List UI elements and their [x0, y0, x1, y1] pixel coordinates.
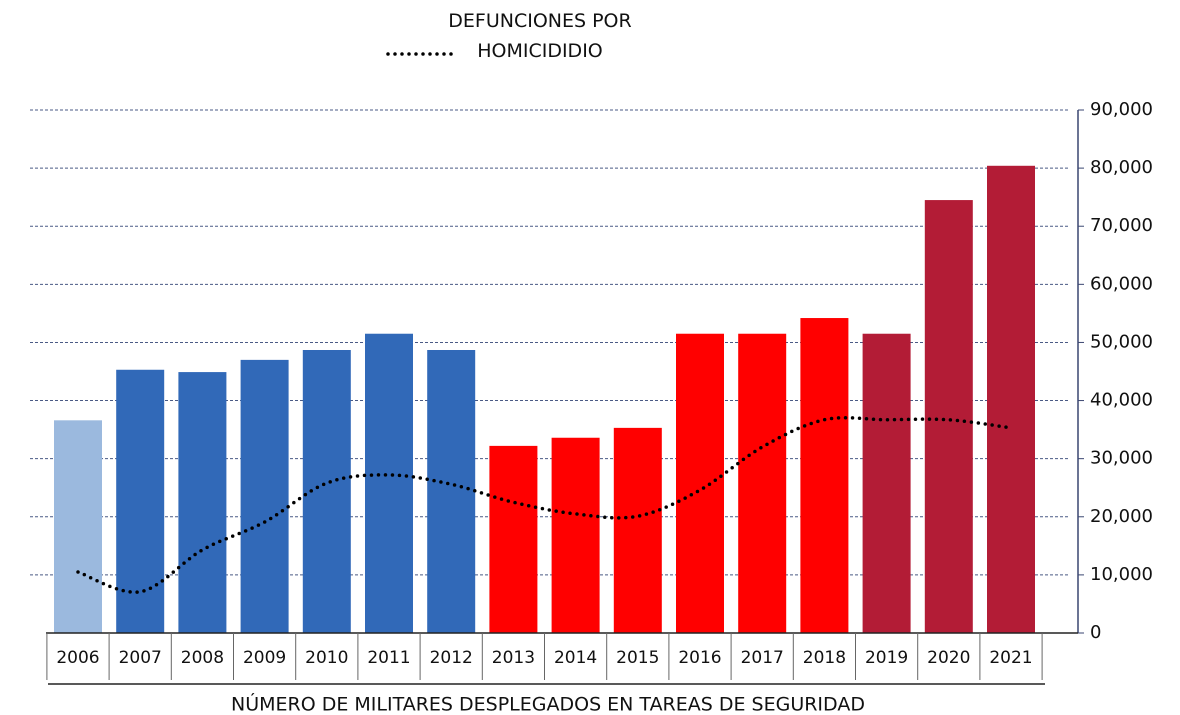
legend-label: DEFUNCIONES POR HOMICIDIDIO: [448, 10, 632, 62]
x-tick-label: 2013: [492, 648, 535, 668]
x-tick-label: 2017: [741, 648, 784, 668]
y-tick-label: 50,000: [1090, 331, 1153, 352]
y-tick-label: 60,000: [1090, 273, 1153, 294]
x-tick-label: 2021: [989, 648, 1032, 668]
x-tick-label: 2008: [181, 648, 224, 668]
bar: [240, 359, 289, 633]
y-tick-label: 20,000: [1090, 506, 1153, 527]
line: [76, 415, 1013, 594]
bar: [800, 318, 849, 633]
x-tick-label: 2010: [305, 648, 348, 668]
x-tick-label: 2009: [243, 648, 286, 668]
bar: [613, 427, 662, 633]
x-tick-label: 2012: [430, 648, 473, 668]
bar: [178, 372, 227, 633]
bar: [676, 333, 724, 633]
x-axis-title: NÚMERO DE MILITARES DESPLEGADOS EN TAREA…: [231, 692, 865, 715]
y-tick-label: 80,000: [1090, 157, 1153, 178]
bar: [365, 333, 413, 633]
x-tick-label: 2011: [367, 648, 410, 668]
x-tick-label: 2007: [119, 648, 162, 668]
y-tick-label: 40,000: [1090, 390, 1153, 411]
bar: [489, 445, 538, 633]
bar: [924, 200, 973, 634]
x-tick-label: 2016: [678, 648, 721, 668]
bar: [54, 420, 102, 633]
bar: [862, 333, 911, 633]
y-tick-label: 70,000: [1090, 215, 1153, 236]
bar: [738, 333, 787, 633]
bar: [427, 349, 476, 633]
x-tick-label: 2006: [56, 648, 99, 668]
x-tick-label: 2015: [616, 648, 659, 668]
x-tick-label: 2014: [554, 648, 597, 668]
x-tick-label: 2018: [803, 648, 846, 668]
y-tick-label: 90,000: [1090, 99, 1153, 120]
bar: [116, 369, 165, 633]
y-tick-label: 10,000: [1090, 564, 1153, 585]
x-tick-label: 2020: [927, 648, 970, 668]
bar: [551, 437, 600, 633]
x-tick-label: 2019: [865, 648, 908, 668]
bar: [987, 165, 1035, 633]
y-tick-label: 0: [1090, 622, 1101, 643]
y-tick-label: 30,000: [1090, 448, 1153, 469]
